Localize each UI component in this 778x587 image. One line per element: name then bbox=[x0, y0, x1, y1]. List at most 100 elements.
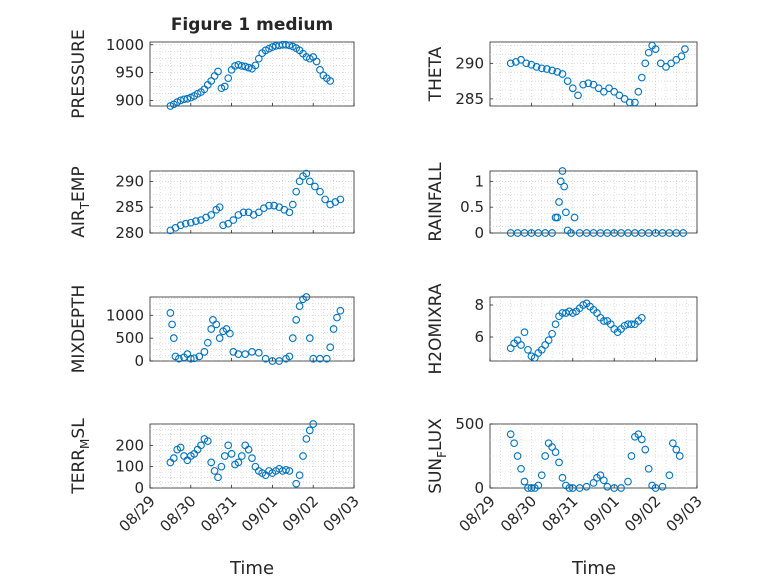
data-point bbox=[261, 354, 270, 363]
data-point bbox=[551, 320, 560, 329]
y-tick-label: 500 bbox=[455, 415, 484, 433]
data-point bbox=[681, 45, 689, 53]
data-point bbox=[329, 325, 338, 333]
data-point bbox=[656, 59, 665, 68]
data-point bbox=[226, 329, 234, 338]
data-point bbox=[567, 229, 575, 237]
data-point bbox=[506, 59, 515, 68]
x-tick-label: 09/03 bbox=[320, 492, 363, 535]
data-point bbox=[251, 61, 260, 70]
data-point bbox=[270, 201, 278, 210]
y-tick-label: 6 bbox=[474, 328, 484, 346]
data-point bbox=[625, 98, 634, 107]
data-point bbox=[513, 452, 522, 460]
data-point bbox=[599, 317, 608, 325]
y-axis-label-terr-msl: TERRMSL bbox=[69, 418, 92, 495]
data-point bbox=[537, 64, 546, 73]
data-point bbox=[302, 169, 311, 178]
data-point bbox=[617, 484, 625, 492]
data-point bbox=[168, 320, 176, 329]
y-tick-label: 290 bbox=[115, 172, 144, 190]
data-point bbox=[244, 63, 253, 72]
x-tick-label: 09/03 bbox=[663, 492, 706, 535]
data-point bbox=[285, 352, 294, 361]
data-point bbox=[321, 195, 329, 204]
data-point bbox=[579, 80, 588, 89]
data-point bbox=[254, 54, 263, 63]
data-point bbox=[520, 328, 529, 337]
subplot-pressure: 900 950 1000 PRESSURE bbox=[69, 29, 355, 119]
y-tick-label: 280 bbox=[115, 224, 144, 242]
x-tick-label: 08/31 bbox=[538, 492, 581, 535]
data-point bbox=[305, 177, 314, 186]
y-axis-label-h2omixra: H2OMIXRA bbox=[426, 283, 446, 374]
data-point bbox=[543, 65, 551, 73]
data-point bbox=[305, 334, 314, 342]
data-point bbox=[558, 309, 567, 317]
x-tick-label: 08/30 bbox=[156, 492, 199, 535]
data-point bbox=[234, 60, 243, 69]
subplot-mixdepth: 0 500 1000 MIXDEPTH bbox=[69, 285, 355, 373]
data-point bbox=[637, 313, 646, 322]
data-point bbox=[548, 229, 556, 237]
y-tick-label: 500 bbox=[115, 329, 144, 347]
data-point bbox=[589, 80, 598, 89]
data-point bbox=[667, 59, 675, 68]
data-point bbox=[302, 435, 311, 443]
data-point bbox=[582, 482, 591, 491]
y-tick-label: 290 bbox=[455, 54, 484, 72]
y-axis-label-air-temp: AIRTEMP bbox=[69, 166, 92, 237]
data-point bbox=[282, 466, 290, 474]
data-point bbox=[285, 467, 294, 475]
data-point bbox=[254, 348, 263, 357]
y-tick-label: 0 bbox=[474, 479, 484, 497]
data-point bbox=[527, 60, 536, 69]
data-point bbox=[292, 316, 301, 324]
data-point bbox=[555, 458, 563, 467]
y-tick-label: 950 bbox=[115, 64, 144, 82]
data-point bbox=[605, 84, 613, 93]
data-point bbox=[175, 354, 183, 363]
y-tick-label: 200 bbox=[115, 436, 144, 454]
data-point bbox=[574, 91, 582, 100]
data-point bbox=[517, 464, 525, 473]
data-point bbox=[203, 338, 212, 347]
data-point bbox=[220, 452, 229, 460]
data-point bbox=[548, 443, 556, 451]
data-point bbox=[634, 87, 643, 96]
data-point bbox=[311, 182, 319, 191]
data-point bbox=[679, 229, 688, 237]
data-point bbox=[333, 313, 341, 322]
data-point bbox=[560, 182, 569, 191]
data-point bbox=[207, 211, 216, 219]
data-point bbox=[589, 479, 598, 487]
data-point bbox=[241, 62, 250, 71]
x-tick-label: 08/30 bbox=[497, 492, 540, 535]
data-point bbox=[295, 471, 304, 480]
data-point bbox=[169, 454, 178, 462]
data-point bbox=[195, 352, 204, 361]
data-point bbox=[316, 187, 324, 196]
data-point bbox=[200, 348, 209, 356]
data-point bbox=[254, 208, 263, 217]
y-tick-label: 1 bbox=[474, 172, 484, 190]
data-point bbox=[210, 467, 219, 475]
data-point bbox=[336, 306, 345, 315]
y-tick-label: 285 bbox=[455, 90, 484, 108]
data-point bbox=[220, 82, 229, 91]
data-point bbox=[234, 458, 243, 467]
data-point bbox=[524, 345, 532, 354]
data-point bbox=[207, 325, 216, 333]
data-point bbox=[224, 219, 233, 228]
data-point bbox=[534, 481, 543, 490]
data-point bbox=[237, 452, 246, 460]
data-point bbox=[322, 354, 331, 363]
data-point bbox=[627, 320, 636, 329]
data-point bbox=[312, 57, 321, 66]
data-point bbox=[176, 221, 185, 230]
subplot-h2omixra: 6 8 H2OMIXRA bbox=[426, 283, 698, 375]
data-point bbox=[637, 73, 646, 82]
data-point bbox=[532, 63, 541, 71]
data-point bbox=[288, 200, 297, 209]
x-tick-label: 09/01 bbox=[580, 492, 623, 535]
